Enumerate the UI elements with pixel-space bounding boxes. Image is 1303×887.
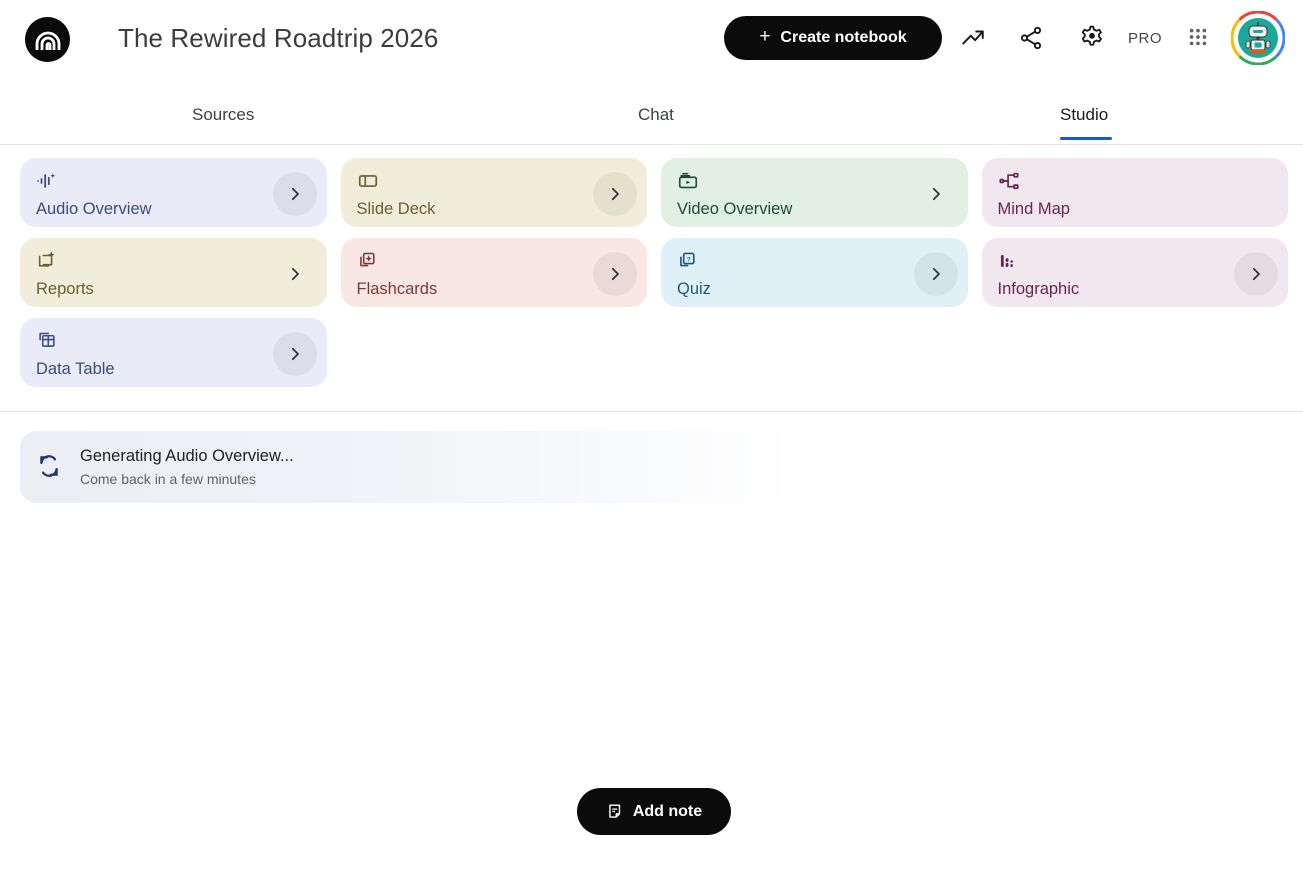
svg-text:?: ? — [687, 257, 691, 264]
